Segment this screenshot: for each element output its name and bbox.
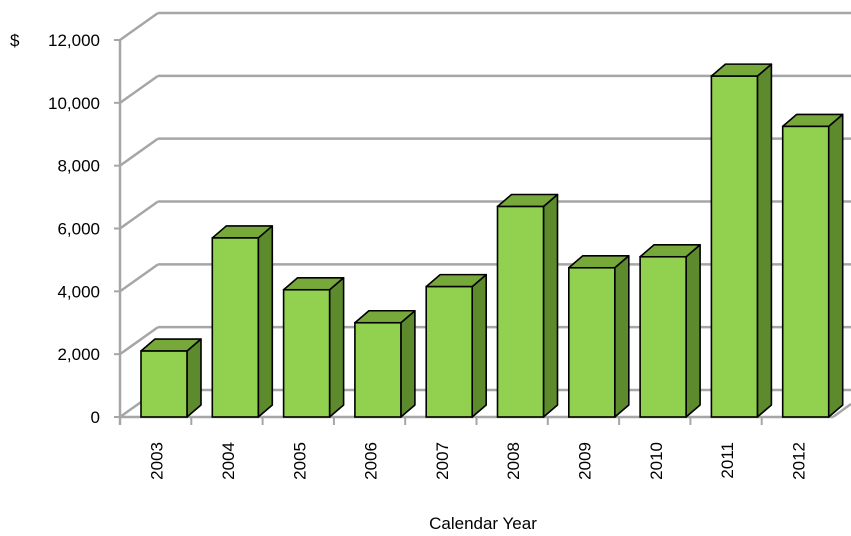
gridline-diagonal [119, 263, 159, 293]
bar-2007 [425, 273, 488, 418]
x-axis-depth-line [832, 402, 851, 419]
gridline-diagonal [119, 137, 159, 167]
bar-side [400, 309, 416, 418]
bar-side [613, 254, 630, 418]
bar-2011 [710, 63, 773, 418]
x-tick-label: 2005 [290, 442, 309, 480]
gridline-diagonal [119, 11, 159, 42]
bar-2004 [211, 225, 274, 418]
bar-front [425, 285, 474, 418]
bar-front [781, 125, 830, 418]
y-tick-label: 4,000 [57, 282, 100, 301]
gridline-diagonal [119, 74, 159, 104]
bar-2012 [781, 113, 844, 418]
x-tick-label: 2008 [504, 442, 523, 480]
bar-front [211, 237, 260, 418]
bar-front [567, 266, 616, 418]
x-tick-label: 2009 [575, 442, 594, 480]
bar-side [685, 243, 701, 418]
bar-front [496, 205, 545, 418]
y-tick-label: 12,000 [48, 31, 100, 50]
y-tick-label: 8,000 [57, 157, 100, 176]
bar-side [827, 113, 844, 418]
bar-side [328, 276, 345, 418]
x-tick-label: 2011 [718, 442, 737, 479]
bar-side [542, 193, 559, 418]
bar-2008 [496, 193, 559, 418]
bars [140, 63, 844, 418]
x-tick-labels: 2003 2004 2005 2006 2007 2008 2009 2010 2011 2012 [148, 442, 809, 480]
bar-2003 [140, 338, 202, 418]
bar-2005 [282, 276, 345, 418]
x-tick-label: 2010 [647, 442, 666, 480]
bar-front [140, 350, 188, 418]
bar-front [354, 321, 402, 418]
x-tick-label: 2007 [433, 442, 452, 480]
bar-2009 [567, 254, 630, 418]
bar-side [756, 63, 773, 418]
x-tick-label: 2004 [219, 442, 238, 480]
bar-side [186, 338, 202, 418]
gridline-diagonal [119, 326, 159, 356]
bar-front [710, 75, 759, 418]
y-tick-label: 0 [91, 408, 100, 427]
x-tick-label: 2003 [148, 442, 167, 480]
bar-side [257, 225, 274, 418]
y-tick-labels: 0 2,000 4,000 6,000 8,000 10,000 12,000 [48, 31, 100, 427]
gridline-diagonal [119, 200, 159, 230]
y-tick-label: 2,000 [57, 345, 100, 364]
bar-side [471, 273, 488, 418]
y-tick-label: 10,000 [48, 94, 100, 113]
currency-symbol: $ [10, 31, 20, 50]
y-tick-label: 6,000 [57, 220, 100, 239]
bar-front [639, 255, 687, 418]
bar-front [282, 288, 331, 418]
bar-2010 [639, 243, 701, 418]
bar-2006 [354, 309, 416, 418]
x-tick-label: 2006 [362, 442, 381, 480]
x-axis-title: Calendar Year [429, 514, 537, 533]
x-tick-label: 2012 [789, 442, 808, 480]
